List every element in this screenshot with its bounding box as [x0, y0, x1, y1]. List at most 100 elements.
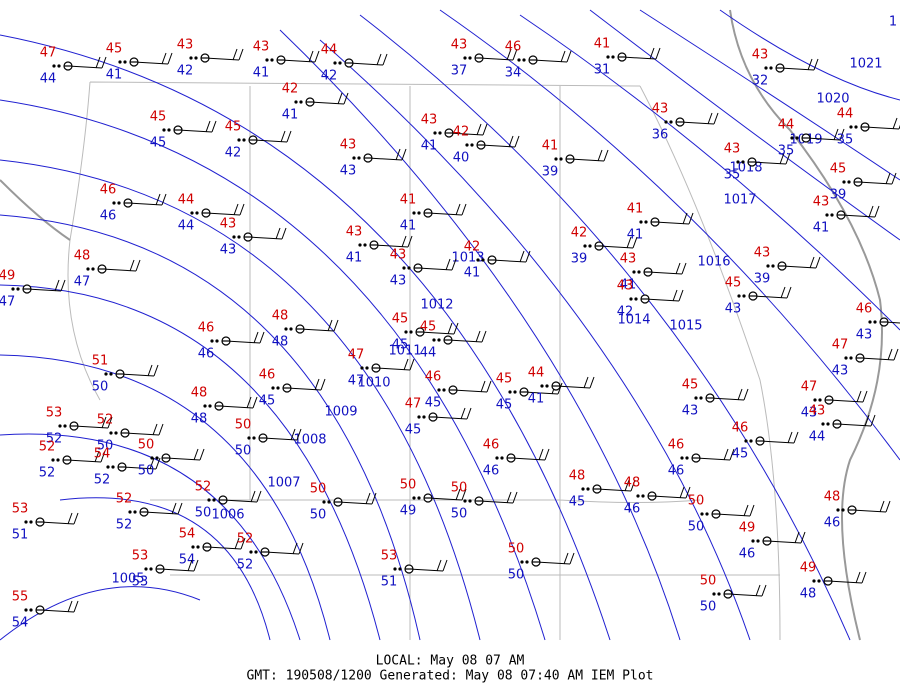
station: 46 45 — [259, 368, 326, 409]
station: 46 46 — [668, 438, 735, 479]
wind-barb-tick — [253, 331, 259, 344]
temperature: 50 — [235, 418, 252, 433]
temperature: 53 — [132, 549, 149, 564]
dewpoint: 52 — [94, 473, 111, 488]
weather-symbol — [437, 338, 441, 342]
dewpoint: 50 — [310, 508, 327, 523]
wind-barb-tick — [129, 259, 135, 272]
weather-symbol — [404, 330, 408, 334]
dewpoint: 41 — [400, 219, 417, 234]
wind-barb-tick — [436, 559, 442, 572]
dewpoint: 43 — [682, 404, 699, 419]
weather-symbol — [517, 58, 521, 62]
station: 45 45 — [496, 372, 563, 413]
weather-symbol — [764, 66, 768, 70]
wind-barb-tick — [67, 512, 73, 525]
temperature: 48 — [191, 386, 208, 401]
weather-symbol — [442, 388, 446, 392]
wind-barb-tick — [685, 486, 691, 499]
wind-barb-tick — [171, 502, 177, 515]
isobar-label: 1006 — [211, 508, 244, 523]
wind-barb-tick — [395, 148, 401, 161]
station: 52 52 — [116, 492, 183, 533]
wind-barb-tick — [466, 407, 472, 420]
dewpoint: 46 — [824, 516, 841, 531]
wind-barb-tick — [455, 203, 461, 216]
weather-symbol — [500, 456, 504, 460]
weather-symbol — [333, 61, 337, 65]
wind-barb-tick — [234, 537, 240, 550]
wind-barb-tick — [147, 364, 153, 377]
station: 42 40 — [453, 125, 520, 166]
weather-symbol — [111, 465, 115, 469]
temperature: 48 — [569, 469, 586, 484]
wind-barb-tick — [793, 431, 799, 444]
wind-barb-tick — [506, 48, 512, 61]
wind-barb-tick — [238, 48, 244, 61]
temperature: 43 — [752, 48, 769, 63]
wind-barb-tick — [856, 390, 862, 403]
weather-symbol — [212, 498, 216, 502]
wind-barb-tick — [199, 448, 205, 461]
weather-symbol — [254, 550, 258, 554]
wind-barb-tick — [314, 378, 320, 391]
weather-symbol — [844, 356, 848, 360]
temperature: 42 — [464, 240, 481, 255]
dewpoint: 45 — [569, 495, 586, 510]
weather-symbol — [417, 415, 421, 419]
station: 45 42 — [225, 120, 292, 161]
station: 43 41 — [813, 195, 880, 236]
weather-symbol — [29, 608, 33, 612]
dewpoint: 41 — [346, 251, 363, 266]
temperature: 47 — [348, 348, 365, 363]
footer-local: LOCAL: May 08 07 AM — [376, 654, 525, 669]
weather-symbol — [465, 143, 469, 147]
wind-barb-tick — [161, 193, 167, 206]
weather-symbol — [109, 372, 113, 376]
wind-barb-tick — [560, 50, 566, 63]
wind-barb-tick — [743, 388, 749, 401]
wind-barb-tick — [187, 559, 193, 572]
isobar-line — [0, 34, 611, 641]
temperature: 47 — [832, 338, 849, 353]
wind-barb-tick — [256, 490, 262, 503]
dewpoint: 35 — [724, 168, 741, 183]
wind-barb-tick — [308, 50, 314, 63]
weather-symbol — [830, 213, 834, 217]
wind-barb-tick — [101, 56, 107, 69]
station: 50 50 — [310, 482, 377, 523]
dewpoint: 50 — [97, 439, 114, 454]
dewpoint: 46 — [483, 464, 500, 479]
wind-barb-tick — [376, 53, 382, 66]
wind-barb-tick — [678, 289, 684, 302]
weather-symbol — [751, 539, 755, 543]
wind-barb-tick — [707, 112, 713, 125]
wind-barb-tick — [892, 117, 898, 130]
wind-barb-tick — [486, 380, 492, 393]
weather-symbol — [155, 456, 159, 460]
weather-symbol — [790, 136, 794, 140]
wind-barb-tick — [149, 457, 155, 470]
station: 50 50 — [235, 418, 302, 459]
isobar-label: 1014 — [617, 313, 650, 328]
wind-barb-tick — [870, 414, 876, 427]
wind-barb-tick — [626, 236, 632, 249]
station: 43 41 — [421, 113, 488, 154]
wind-barb-tick — [794, 531, 800, 544]
wind-barb-tick — [296, 428, 302, 441]
temperature: 44 — [178, 193, 195, 208]
wind-barb-tick — [280, 130, 286, 143]
weather-symbol — [363, 243, 367, 247]
temperature: 42 — [453, 125, 470, 140]
isobar-label: 1005 — [111, 572, 144, 587]
temperature: 41 — [594, 37, 611, 52]
isobar-label: 1020 — [816, 92, 849, 107]
wind-barb-tick — [314, 50, 320, 63]
weather-symbol — [128, 510, 132, 514]
wind-barb-tick — [839, 128, 845, 141]
station: 50 50 — [138, 438, 205, 479]
wind-barb-tick — [460, 407, 466, 420]
wind-barb-tick — [679, 486, 685, 499]
temperature: 52 — [39, 440, 56, 455]
